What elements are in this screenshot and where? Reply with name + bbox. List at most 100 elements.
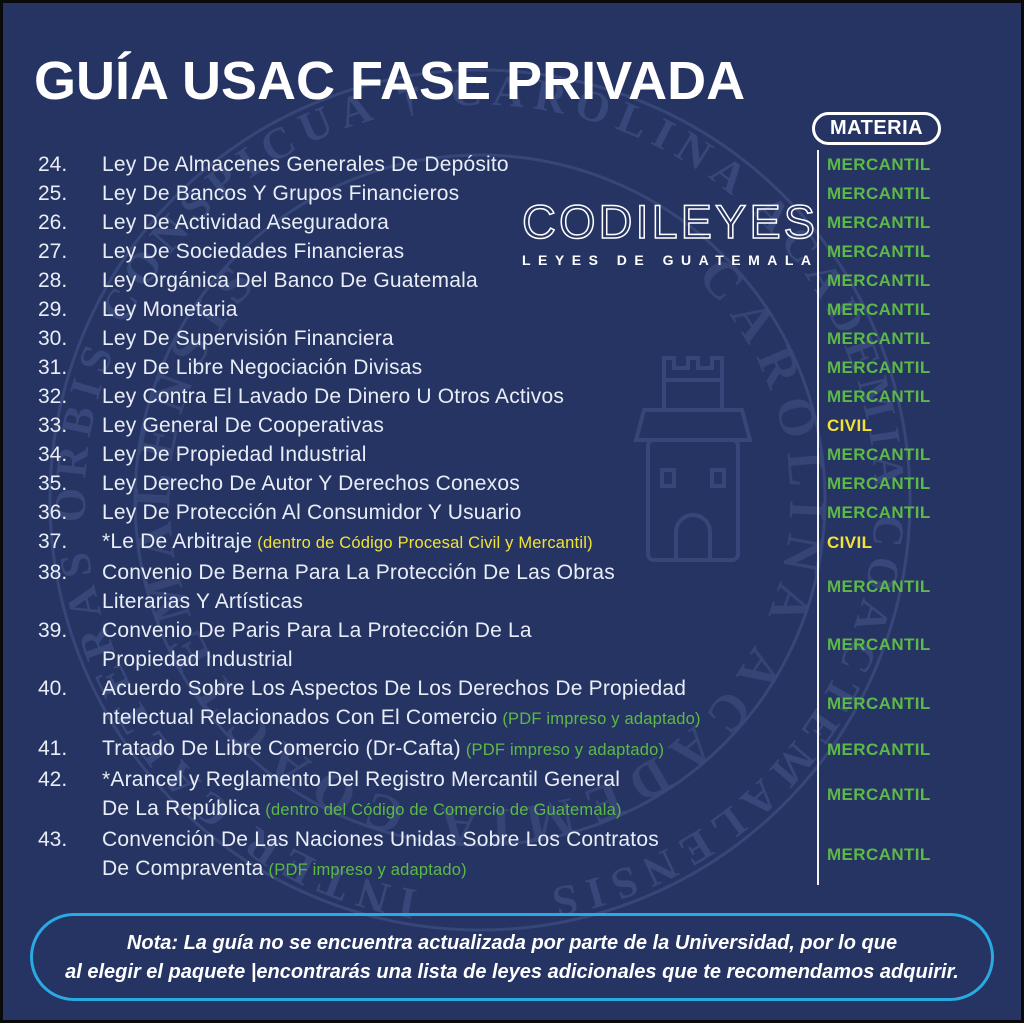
list-item: 40. Acuerdo Sobre Los Aspectos De Los De… bbox=[38, 674, 986, 734]
materia-label: MERCANTIL bbox=[817, 498, 986, 527]
logo-tagline: LEYES DE GUATEMALA bbox=[522, 251, 819, 268]
list-item: 38. Convenio De Berna Para La Protección… bbox=[38, 558, 986, 616]
list-item: 42. *Arancel y Reglamento Del Registro M… bbox=[38, 765, 986, 825]
list-item: 33. Ley General De Cooperativas CIVIL bbox=[38, 411, 986, 440]
item-text-line: Ley De Sociedades Financieras bbox=[102, 240, 405, 263]
item-text-line: Ley Contra El Lavado De Dinero U Otros A… bbox=[102, 385, 565, 408]
item-number: 38. bbox=[38, 561, 68, 584]
item-text: Tratado De Libre Comercio (Dr-Cafta) (PDF… bbox=[102, 734, 817, 765]
materia-label: MERCANTIL bbox=[817, 266, 986, 295]
note-line-2: al elegir el paquete |encontrarás una li… bbox=[65, 960, 959, 983]
item-text-line: Convenio De Paris Para La Protección De … bbox=[102, 619, 532, 642]
list-item: 32. Ley Contra El Lavado De Dinero U Otr… bbox=[38, 382, 986, 411]
item-text-line: Ley Monetaria bbox=[102, 298, 238, 321]
item-number: 26. bbox=[38, 211, 68, 234]
item-text: Ley General De Cooperativas bbox=[102, 411, 817, 440]
item-text-line: *Le De Arbitraje (dentro de Código Proces… bbox=[102, 530, 593, 553]
item-text: Ley Derecho De Autor Y Derechos Conexos bbox=[102, 469, 817, 498]
item-number: 36. bbox=[38, 501, 68, 524]
seal-inner-ring bbox=[133, 153, 827, 847]
item-text-line: Ley De Actividad Aseguradora bbox=[102, 211, 389, 234]
list-item: 36. Ley De Protección Al Consumidor Y Us… bbox=[38, 498, 986, 527]
law-list: 24. Ley De Almacenes Generales De Depósi… bbox=[38, 150, 986, 885]
item-text-line: Ley De Libre Negociación Divisas bbox=[102, 356, 423, 379]
materia-label: MERCANTIL bbox=[817, 237, 986, 266]
materia-label: MERCANTIL bbox=[817, 469, 986, 498]
item-inline-note: (dentro del Código de Comercio de Guatem… bbox=[265, 801, 622, 819]
list-item: 41. Tratado De Libre Comercio (Dr-Cafta)… bbox=[38, 734, 986, 765]
item-number: 39. bbox=[38, 619, 68, 642]
item-text: Convenio De Berna Para La Protección De … bbox=[102, 558, 817, 616]
item-text-line: Ley General De Cooperativas bbox=[102, 414, 385, 437]
item-number: 25. bbox=[38, 182, 68, 205]
materia-label: MERCANTIL bbox=[817, 208, 986, 237]
item-text-line: De La República (dentro del Código de Com… bbox=[102, 797, 622, 820]
list-item: 31. Ley De Libre Negociación Divisas MER… bbox=[38, 353, 986, 382]
item-text-line: *Arancel y Reglamento Del Registro Merca… bbox=[102, 768, 621, 791]
item-text: Ley De Libre Negociación Divisas bbox=[102, 353, 817, 382]
materia-label: MERCANTIL bbox=[817, 353, 986, 382]
materia-label: MERCANTIL bbox=[817, 382, 986, 411]
materia-label: MERCANTIL bbox=[817, 616, 986, 674]
note-line-1: Nota: La guía no se encuentra actualizad… bbox=[126, 931, 898, 954]
materia-label: MERCANTIL bbox=[817, 558, 986, 616]
item-number: 32. bbox=[38, 385, 68, 408]
materia-label: MERCANTIL bbox=[817, 765, 986, 825]
list-item: 35. Ley Derecho De Autor Y Derechos Cone… bbox=[38, 469, 986, 498]
item-text-line: Propiedad Industrial bbox=[102, 648, 293, 671]
item-text-line: Acuerdo Sobre Los Aspectos De Los Derech… bbox=[102, 677, 687, 700]
item-inline-note: (PDF impreso y adaptado) bbox=[502, 710, 701, 728]
castle-tower-icon bbox=[633, 356, 753, 562]
item-number: 30. bbox=[38, 327, 68, 350]
item-text: Ley Monetaria bbox=[102, 295, 817, 324]
materia-label: CIVIL bbox=[817, 411, 986, 440]
item-text-line: Convención De Las Naciones Unidas Sobre … bbox=[102, 828, 659, 851]
item-text-line: Convenio De Berna Para La Protección De … bbox=[102, 561, 615, 584]
list-item: 39. Convenio De Paris Para La Protección… bbox=[38, 616, 986, 674]
item-number: 27. bbox=[38, 240, 68, 263]
item-number: 31. bbox=[38, 356, 68, 379]
item-text-line: De Compraventa (PDF impreso y adaptado) bbox=[102, 857, 467, 880]
materia-label: MERCANTIL bbox=[817, 440, 986, 469]
item-number: 34. bbox=[38, 443, 68, 466]
item-text: Ley De Sociedades Financieras bbox=[102, 237, 817, 266]
item-text: *Arancel y Reglamento Del Registro Merca… bbox=[102, 765, 817, 825]
logo-wordmark: CODILEYES bbox=[521, 195, 819, 248]
item-text: Ley De Propiedad Industrial bbox=[102, 440, 817, 469]
page-title: GUÍA USAC FASE PRIVADA bbox=[34, 51, 746, 111]
item-number: 40. bbox=[38, 677, 68, 700]
item-number: 24. bbox=[38, 153, 68, 176]
item-text-line: Ley Orgánica Del Banco De Guatemala bbox=[102, 269, 478, 292]
materia-column-header: MATERIA bbox=[812, 112, 942, 145]
item-text-line: Ley De Almacenes Generales De Depósito bbox=[102, 153, 509, 176]
list-item: 24. Ley De Almacenes Generales De Depósi… bbox=[38, 150, 986, 179]
item-text: Ley Contra El Lavado De Dinero U Otros A… bbox=[102, 382, 817, 411]
item-number: 35. bbox=[38, 472, 68, 495]
item-text-line: Ley De Protección Al Consumidor Y Usuari… bbox=[102, 501, 522, 524]
list-item: 30. Ley De Supervisión Financiera MERCAN… bbox=[38, 324, 986, 353]
materia-label: MERCANTIL bbox=[817, 179, 986, 208]
item-number: 29. bbox=[38, 298, 68, 321]
item-text: Acuerdo Sobre Los Aspectos De Los Derech… bbox=[102, 674, 817, 734]
list-item: 27. Ley De Sociedades Financieras MERCAN… bbox=[38, 237, 986, 266]
item-text: Ley De Actividad Aseguradora bbox=[102, 208, 817, 237]
list-item: 29. Ley Monetaria MERCANTIL bbox=[38, 295, 986, 324]
list-item: 28. Ley Orgánica Del Banco De Guatemala … bbox=[38, 266, 986, 295]
materia-label: MERCANTIL bbox=[817, 324, 986, 353]
item-inline-note: (PDF impreso y adaptado) bbox=[268, 861, 467, 879]
item-text: Ley De Bancos Y Grupos Financieros bbox=[102, 179, 817, 208]
item-text: Ley Orgánica Del Banco De Guatemala bbox=[102, 266, 817, 295]
materia-label: MERCANTIL bbox=[817, 150, 986, 179]
list-item: 25. Ley De Bancos Y Grupos Financieros M… bbox=[38, 179, 986, 208]
seal-outer-ring bbox=[48, 68, 912, 932]
item-number: 42. bbox=[38, 768, 68, 791]
item-text: Ley De Almacenes Generales De Depósito bbox=[102, 150, 817, 179]
item-text-line: Ley De Propiedad Industrial bbox=[102, 443, 367, 466]
list-item: 43. Convención De Las Naciones Unidas So… bbox=[38, 825, 986, 885]
item-text-line: Literarias Y Artísticas bbox=[102, 590, 304, 613]
item-text-line: Ley Derecho De Autor Y Derechos Conexos bbox=[102, 472, 520, 495]
item-text-line: Ley De Bancos Y Grupos Financieros bbox=[102, 182, 460, 205]
list-item: 37. *Le De Arbitraje (dentro de Código Pr… bbox=[38, 527, 986, 558]
materia-label: MERCANTIL bbox=[817, 825, 986, 885]
